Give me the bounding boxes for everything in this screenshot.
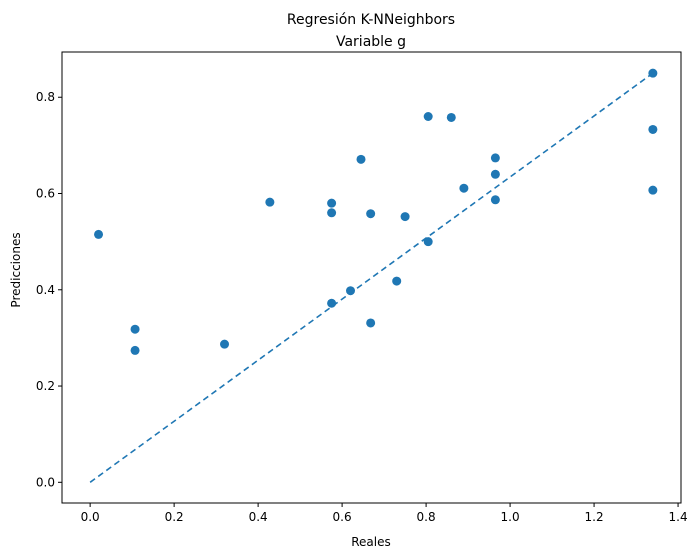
x-axis-ticks: 0.0 0.2 0.4 0.6 0.8 1.0 1.2 1.4 bbox=[81, 503, 688, 524]
data-point-9 bbox=[356, 154, 366, 164]
x-tick-label: 0.6 bbox=[333, 510, 352, 524]
y-tick-label: 0.4 bbox=[36, 283, 55, 297]
data-point-7 bbox=[327, 298, 337, 308]
data-point-20 bbox=[490, 195, 500, 205]
reference-line bbox=[89, 72, 654, 483]
x-tick-label: 0.0 bbox=[81, 510, 100, 524]
data-point-0 bbox=[94, 229, 104, 239]
data-point-15 bbox=[423, 237, 433, 247]
data-point-12 bbox=[392, 276, 402, 286]
axes-frame bbox=[61, 51, 682, 504]
data-point-11 bbox=[366, 318, 376, 328]
data-point-22 bbox=[648, 124, 658, 134]
data-point-4 bbox=[265, 197, 275, 207]
data-point-8 bbox=[346, 286, 356, 296]
x-tick-label: 0.2 bbox=[165, 510, 184, 524]
y-tick-label: 0.0 bbox=[36, 475, 55, 489]
chart-subtitle: Variable g bbox=[336, 34, 406, 50]
data-point-17 bbox=[459, 183, 469, 193]
chart-title: Regresión K-NNeighbors bbox=[287, 12, 455, 28]
data-point-13 bbox=[400, 212, 410, 222]
data-point-16 bbox=[446, 112, 456, 122]
data-point-6 bbox=[327, 208, 337, 218]
data-point-3 bbox=[220, 339, 230, 349]
x-tick-label: 1.0 bbox=[501, 510, 520, 524]
data-point-18 bbox=[490, 153, 500, 163]
plot-area bbox=[89, 68, 658, 483]
data-point-14 bbox=[423, 111, 433, 121]
data-points bbox=[94, 68, 658, 355]
data-point-1 bbox=[130, 324, 140, 334]
data-point-2 bbox=[130, 345, 140, 355]
data-point-19 bbox=[490, 169, 500, 179]
y-tick-label: 0.8 bbox=[36, 90, 55, 104]
data-point-10 bbox=[366, 209, 376, 219]
x-tick-label: 1.4 bbox=[669, 510, 688, 524]
y-tick-label: 0.6 bbox=[36, 187, 55, 201]
y-tick-label: 0.2 bbox=[36, 379, 55, 393]
x-tick-label: 1.2 bbox=[585, 510, 604, 524]
x-axis-label: Reales bbox=[351, 535, 391, 549]
x-tick-label: 0.8 bbox=[417, 510, 436, 524]
y-axis-label: Predicciones bbox=[9, 232, 23, 307]
data-point-21 bbox=[648, 68, 658, 78]
y-axis-ticks: 0.0 0.2 0.4 0.6 0.8 bbox=[36, 90, 62, 489]
data-point-23 bbox=[648, 185, 658, 195]
data-point-5 bbox=[327, 198, 337, 208]
x-tick-label: 0.4 bbox=[249, 510, 268, 524]
